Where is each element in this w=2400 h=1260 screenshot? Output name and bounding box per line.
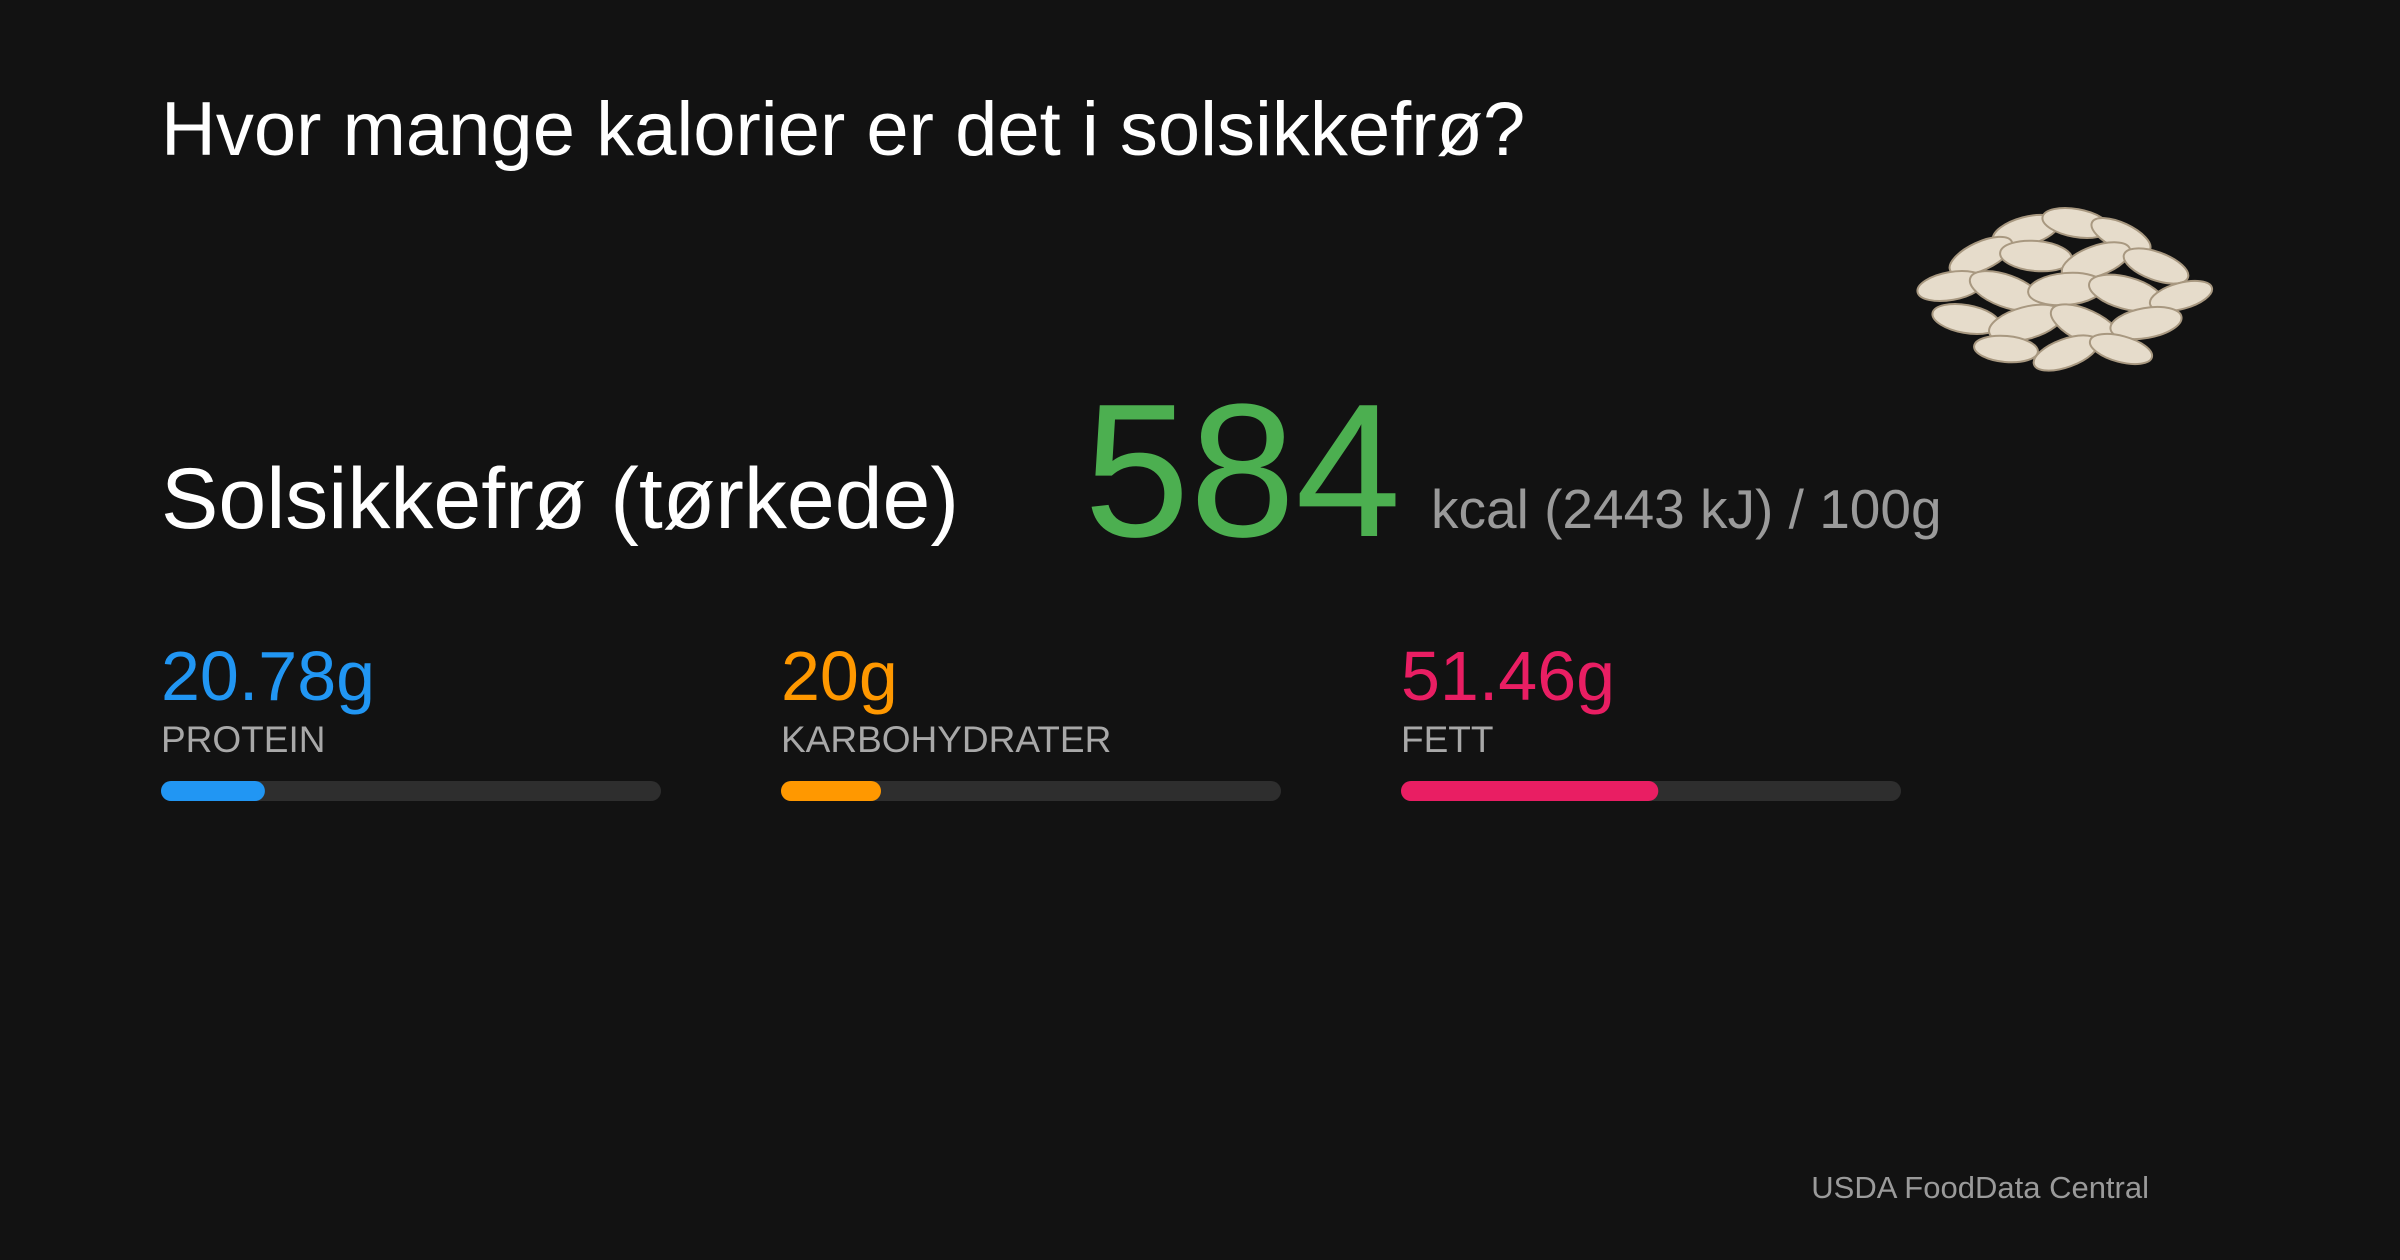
macro-value: 20.78g [161,637,375,715]
calories: 584 [1084,365,1401,577]
title: Hvor mange kalorier er det i solsikkefrø… [161,87,1525,172]
bar-fill [781,781,881,801]
bar-track [781,781,1281,801]
macro-name: KARBOHYDRATER [781,719,1111,760]
macro-name: PROTEIN [161,719,325,760]
bar-track [161,781,661,801]
bar-fill [1401,781,1659,801]
source: USDA FoodData Central [1811,1170,2149,1205]
bar-fill [161,781,265,801]
calorie-unit: kcal (2443 kJ) / 100g [1431,478,1942,540]
macro-value: 51.46g [1401,637,1615,715]
food-name: Solsikkefrø (tørkede) [161,451,959,547]
macro-value: 20g [781,637,898,715]
macro-name: FETT [1401,719,1493,760]
seeds-illustration [1916,207,2214,372]
